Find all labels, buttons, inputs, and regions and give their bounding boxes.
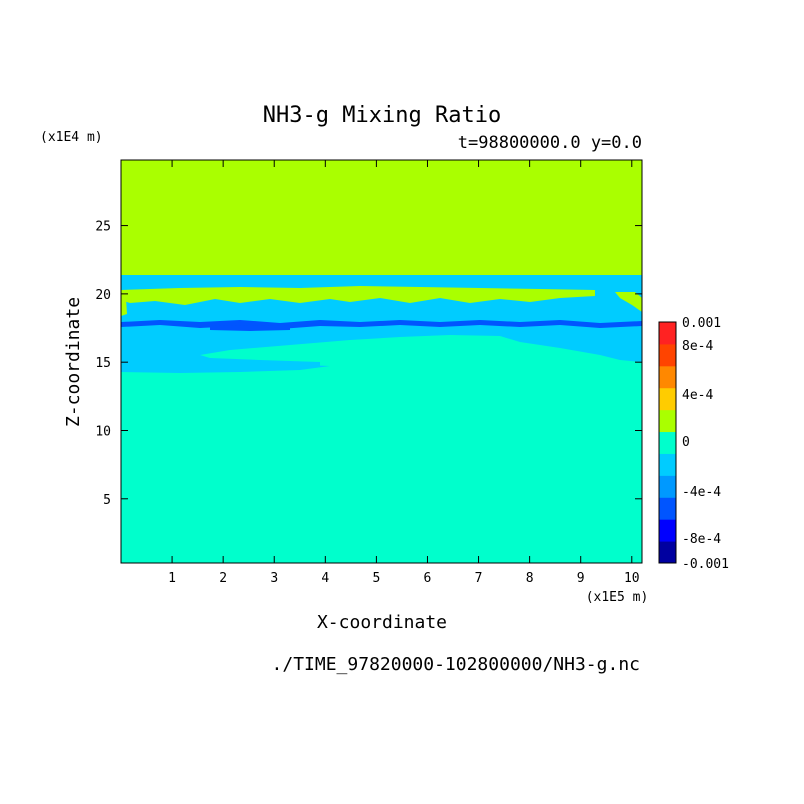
region-dark-blue-patch <box>210 325 290 331</box>
x-axis-label: X-coordinate <box>317 612 447 633</box>
x-tick-label: 9 <box>577 571 585 586</box>
colorbar-swatch <box>659 497 676 520</box>
chart-subtitle: t=98800000.0 y=0.0 <box>458 133 642 153</box>
colorbar-tick-label: -0.001 <box>682 557 729 572</box>
colorbar-swatch <box>659 322 676 345</box>
colorbar-tick-label: 4e-4 <box>682 388 713 403</box>
colorbar-tick-label: -8e-4 <box>682 532 721 547</box>
x-tick-label: 8 <box>526 571 534 586</box>
chart-title: NH3-g Mixing Ratio <box>263 103 501 128</box>
x-tick-label: 10 <box>624 571 640 586</box>
colorbar-tick-label: 0 <box>682 435 690 450</box>
x-tick-label: 5 <box>372 571 380 586</box>
region-upper-zero <box>121 160 642 276</box>
x-tick-label: 3 <box>270 571 278 586</box>
colorbar-swatch <box>659 431 676 454</box>
region-yellowgreen-left-edge <box>121 298 127 316</box>
region-yellowgreen-fringe-right <box>615 292 642 312</box>
plot-area <box>121 160 642 563</box>
y-tick-label: 25 <box>95 220 111 235</box>
colorbar-frame <box>658 321 677 564</box>
x-tick-label: 2 <box>219 571 227 586</box>
colorbar-swatch <box>659 453 676 476</box>
y-tick-label: 10 <box>95 424 111 439</box>
y-tick-label: 5 <box>103 493 111 508</box>
colorbar-swatch <box>659 475 676 498</box>
y-tick-label: 20 <box>95 288 111 303</box>
source-file-label: ./TIME_97820000-102800000/NH3-g.nc <box>272 654 640 675</box>
x-unit-label: (x1E5 m) <box>586 590 649 605</box>
y-tick-label: 15 <box>95 356 111 371</box>
colorbar-tick-label: 0.001 <box>682 316 721 331</box>
region-yellowgreen-fringe <box>121 286 595 305</box>
colorbar-swatch <box>659 343 676 367</box>
region-tongue-blue <box>121 364 330 373</box>
colorbar-swatch <box>659 387 676 411</box>
colorbar-tick-label: -4e-4 <box>682 485 721 500</box>
colorbar-tick-label: 8e-4 <box>682 339 713 354</box>
x-tick-label: 7 <box>475 571 483 586</box>
y-axis: 5 10 15 20 25 <box>95 220 642 508</box>
region-main-teal <box>121 335 642 563</box>
colorbar-swatch <box>659 365 676 389</box>
colorbar-swatch <box>659 541 676 564</box>
plot-frame <box>120 159 643 564</box>
x-tick-label: 6 <box>424 571 432 586</box>
x-tick-label: 4 <box>321 571 329 586</box>
colorbar-swatch <box>659 409 676 433</box>
y-axis-label: Z-coordinate <box>63 297 84 427</box>
x-axis: 1 2 3 4 5 6 7 8 9 10 <box>168 160 640 586</box>
colorbar-swatch <box>659 519 676 542</box>
colorbar: 0.001 8e-4 4e-4 0 -4e-4 -8e-4 -0.001 <box>658 316 729 572</box>
y-unit-label: (x1E4 m) <box>40 130 103 145</box>
x-tick-label: 1 <box>168 571 176 586</box>
